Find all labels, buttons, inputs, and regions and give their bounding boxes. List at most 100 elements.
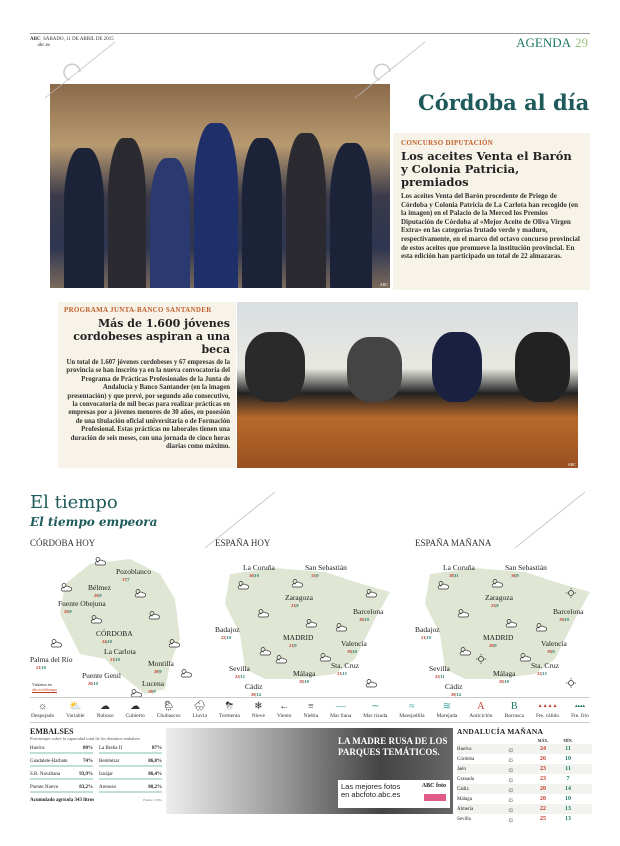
legend-label: Lluvia — [192, 713, 207, 719]
map-title: ESPAÑA MAÑANA — [415, 538, 492, 548]
reservoir-name: La Breña II — [99, 746, 123, 751]
city-temps: 18|10 — [299, 679, 309, 684]
ad-headline: LA MADRE RUSA DE LOS PARQUES TEMÁTICOS. — [338, 736, 448, 757]
photo-awards: ABC — [50, 84, 390, 288]
reservoir-name: Puente Nuevo — [30, 785, 59, 790]
section-header: AGENDA 29 — [516, 35, 588, 51]
city-temps: 22|10 — [221, 635, 231, 640]
showers-icon: 🌦 — [162, 701, 175, 712]
temp-min: 9 — [552, 649, 555, 654]
city-temps: 24|10 — [102, 639, 112, 644]
sun-cloud-icon — [319, 653, 331, 662]
temp-min: 11 — [565, 746, 571, 752]
temp-min: 9 — [496, 603, 499, 608]
story-becas: PROGRAMA JUNTA-BANCO SANTANDER Más de 1.… — [58, 302, 236, 468]
temp-max: 18 — [359, 617, 364, 622]
city-label: La Coruña — [443, 563, 475, 572]
embalses-source: Fuente: CHG — [143, 798, 162, 802]
temp-min: 15 — [542, 671, 547, 676]
sun-icon — [566, 588, 576, 598]
legend-item: ⛅ Variable — [66, 700, 84, 722]
city-temps: 21|10 — [36, 665, 46, 670]
legend-label: Fte. frío — [571, 713, 589, 719]
temp-min: 10 — [364, 617, 369, 622]
temp-max: 23 — [540, 776, 546, 782]
temp-min: 10 — [254, 573, 259, 578]
temp-max: 23 — [540, 766, 546, 772]
forecast-row: Almería ☼ 22 13 — [457, 804, 592, 814]
temp-max: 24 — [540, 746, 546, 752]
city-temps: 20|10 — [88, 681, 98, 686]
temp-min: 9 — [99, 593, 102, 598]
sun-icon: ☼ — [507, 774, 515, 784]
temp-min: 13 — [565, 816, 571, 822]
temp-min: 9 — [159, 669, 162, 674]
city-label: Barcelona — [553, 607, 584, 616]
story-body: Los aceites Venta del Barón procedente d… — [401, 192, 580, 261]
temp-min: 14 — [256, 692, 261, 697]
city-temps: 21|15 — [337, 671, 347, 676]
city-label: Badajoz — [415, 625, 440, 634]
city-temps: 20|9 — [154, 669, 162, 674]
ad-logo: ABC foto — [421, 783, 446, 789]
sun-cloud-icon — [60, 583, 72, 592]
temp-min: 10 — [565, 756, 571, 762]
temp-min: 10 — [504, 679, 509, 684]
sun-cloud-icon — [237, 581, 249, 590]
reservoir-name: S.R. Navallana — [30, 772, 61, 777]
city-name: Huelva — [457, 746, 472, 752]
sun-cloud-icon — [134, 589, 146, 598]
reservoir-row: Bembézar 86,8% — [99, 757, 162, 767]
temp-max: 20 — [540, 786, 546, 792]
temp-min: 15 — [342, 671, 347, 676]
sun-icon: ☼ — [507, 784, 515, 794]
ad-banner[interactable]: LA MADRE RUSA DE LOS PARQUES TEMÁTICOS. … — [166, 728, 453, 814]
city-temps: 17|7 — [122, 577, 130, 582]
sun-icon: ☼ — [507, 744, 515, 754]
temp-max: 25 — [435, 674, 440, 679]
sun-cloud-icon — [168, 639, 180, 648]
legend-label: Niebla — [303, 713, 319, 719]
city-temps: 19|10 — [347, 649, 357, 654]
reservoir-level: 80% — [83, 746, 93, 751]
legend-item: ☁ Nuboso — [96, 700, 113, 722]
city-label: MADRID — [483, 633, 514, 642]
temp-max: 20 — [154, 669, 159, 674]
header-rule — [30, 33, 590, 34]
sun-icon — [476, 654, 486, 664]
city-temps: 18|11 — [449, 573, 459, 578]
legend-label: Viento — [276, 713, 292, 719]
reservoir-row: S.R. Navallana 93,9% — [30, 770, 93, 780]
sun-cloud-icon — [50, 639, 62, 648]
city-label: San Sebastián — [305, 563, 347, 572]
legend-label: Cubierto — [125, 713, 145, 719]
sun-cloud-icon — [291, 579, 303, 588]
storm-icon: ⛈ — [225, 701, 234, 712]
city-temps: 21|9 — [291, 603, 299, 608]
temp-max: 25 — [540, 816, 546, 822]
ad-text: Las mejores fotos en abcfoto.abc.es — [341, 782, 401, 799]
city-temps: 21|10 — [421, 635, 431, 640]
city-label: Fuente Obejuna — [58, 599, 106, 608]
legend-item: 🌦 Chubascos — [157, 700, 181, 722]
legend-item: 🌧 Lluvia — [193, 700, 207, 722]
city-label: MADRID — [283, 633, 314, 642]
reservoir-row: Iznájar 86,4% — [99, 770, 162, 780]
legend-item: ≋ Marejada — [437, 700, 458, 722]
sun-cloud-icon — [305, 619, 317, 628]
temp-min: 10 — [426, 635, 431, 640]
city-label: Valencia — [341, 639, 367, 648]
temp-min: 10 — [93, 681, 98, 686]
weather-link[interactable]: abc.es/eltiempo — [32, 687, 57, 692]
sun-cloud-icon — [94, 557, 106, 566]
story-headline: Los aceites Venta el Barón y Colonia Pat… — [401, 149, 572, 189]
city-temps: 20|9 — [94, 593, 102, 598]
city-temps: 15|9 — [311, 573, 319, 578]
ad-badge — [424, 794, 446, 801]
city-temps: 20|9 — [489, 643, 497, 648]
temp-min: 10 — [226, 635, 231, 640]
legend-item: ▴▴▴▴ Fte. frío — [571, 700, 589, 722]
moderate-sea-icon: ≋ — [442, 701, 452, 712]
col-max: MÁX. — [537, 737, 549, 743]
city-label: Cádiz — [445, 682, 463, 691]
